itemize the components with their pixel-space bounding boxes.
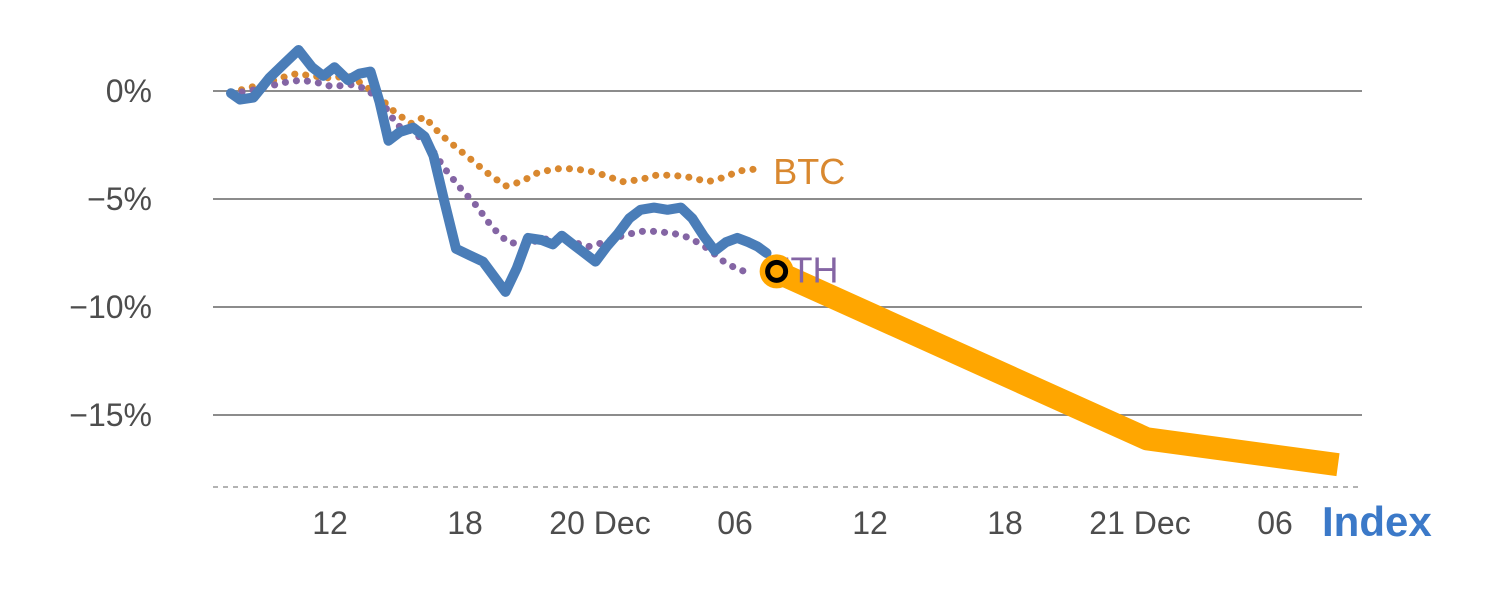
y-tick-label: −5% (87, 181, 152, 217)
y-tick-label: −15% (69, 397, 152, 433)
x-tick-label: 20 Dec (549, 505, 650, 541)
x-tick-label: 18 (447, 505, 483, 541)
index-line (226, 45, 772, 297)
btc-series-label: BTC (773, 151, 845, 192)
x-tick-label: 12 (852, 505, 888, 541)
y-tick-label: −10% (69, 289, 152, 325)
endpoint-marker-ring (765, 259, 789, 283)
y-tick-label: 0% (106, 73, 152, 109)
x-tick-label: 06 (1257, 505, 1293, 541)
x-tick-label: 06 (717, 505, 753, 541)
x-tick-label: 21 Dec (1089, 505, 1190, 541)
index-axis-label: Index (1322, 498, 1432, 545)
x-tick-label: 18 (987, 505, 1023, 541)
endpoint-marker-dot (759, 254, 794, 289)
orange-extension-line (770, 260, 1340, 477)
x-tick-label: 12 (312, 505, 348, 541)
